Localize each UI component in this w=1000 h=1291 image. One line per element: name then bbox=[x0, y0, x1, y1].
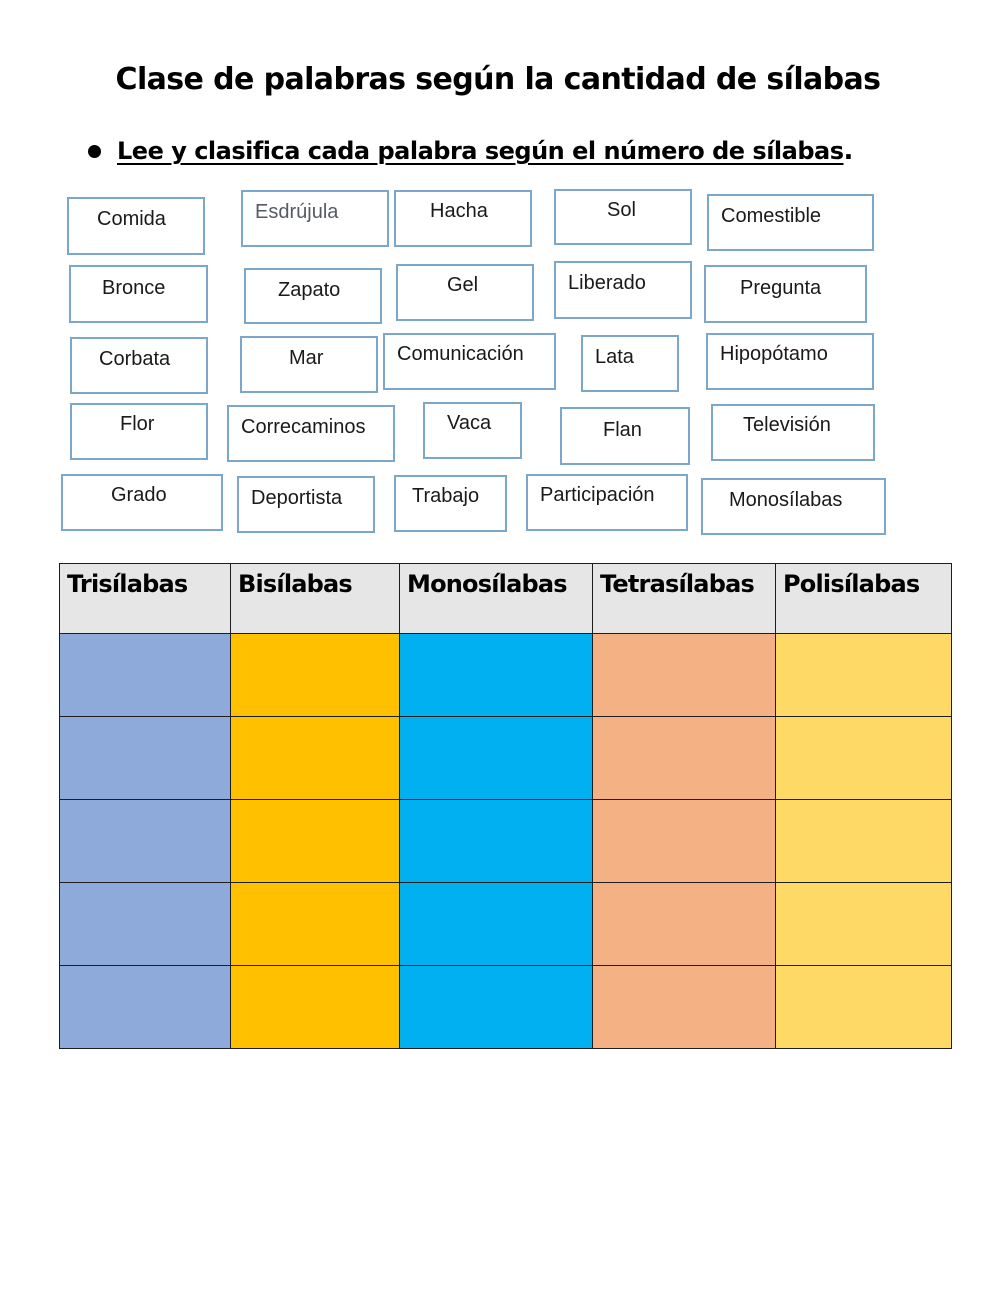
drop-cell-tetrasilabas[interactable] bbox=[592, 633, 776, 717]
word-label: Bronce bbox=[102, 277, 166, 299]
word-label: Esdrújula bbox=[255, 201, 339, 223]
word-card-comida[interactable]: Comida bbox=[67, 197, 205, 255]
word-label: Televisión bbox=[743, 414, 831, 436]
instruction: Lee y clasifica cada palabra según el nú… bbox=[88, 136, 853, 166]
drop-cell-trisilabas[interactable] bbox=[59, 882, 231, 966]
drop-cell-monosilabas[interactable] bbox=[399, 965, 593, 1049]
drop-cell-trisilabas[interactable] bbox=[59, 965, 231, 1049]
drop-cell-bisilabas[interactable] bbox=[230, 799, 400, 883]
header-tetrasilabas: Tetrasílabas bbox=[592, 563, 776, 634]
word-label: Flan bbox=[603, 419, 642, 441]
word-label: Participación bbox=[540, 484, 655, 506]
table-header-row: Trisílabas Bisílabas Monosílabas Tetrasí… bbox=[59, 563, 952, 634]
word-label: Liberado bbox=[568, 272, 646, 294]
instruction-period: . bbox=[843, 136, 854, 166]
word-label: Monosílabas bbox=[729, 489, 843, 511]
drop-cell-trisilabas[interactable] bbox=[59, 799, 231, 883]
word-label: Grado bbox=[111, 484, 167, 506]
word-label: Lata bbox=[595, 346, 634, 368]
drop-cell-monosilabas[interactable] bbox=[399, 799, 593, 883]
header-trisilabas: Trisílabas bbox=[59, 563, 231, 634]
drop-cell-bisilabas[interactable] bbox=[230, 716, 400, 800]
header-bisilabas: Bisílabas bbox=[230, 563, 400, 634]
word-label: Flor bbox=[120, 413, 155, 435]
word-card-correcaminos[interactable]: Correcaminos bbox=[227, 405, 395, 462]
drop-cell-monosilabas[interactable] bbox=[399, 633, 593, 717]
drop-cell-polisilabas[interactable] bbox=[775, 716, 952, 800]
word-label: Mar bbox=[289, 347, 324, 369]
word-card-flor[interactable]: Flor bbox=[70, 403, 208, 460]
word-card-sol[interactable]: Sol bbox=[554, 189, 692, 245]
drop-cell-monosilabas[interactable] bbox=[399, 882, 593, 966]
word-label: Hacha bbox=[430, 200, 488, 222]
table-row bbox=[59, 965, 952, 1049]
drop-cell-bisilabas[interactable] bbox=[230, 882, 400, 966]
drop-cell-trisilabas[interactable] bbox=[59, 716, 231, 800]
word-card-hipopotamo[interactable]: Hipopótamo bbox=[706, 333, 874, 390]
word-card-hacha[interactable]: Hacha bbox=[394, 190, 532, 247]
word-card-trabajo[interactable]: Trabajo bbox=[394, 475, 507, 532]
table-row bbox=[59, 799, 952, 883]
drop-cell-trisilabas[interactable] bbox=[59, 633, 231, 717]
word-label: Correcaminos bbox=[241, 416, 366, 438]
table-row bbox=[59, 882, 952, 966]
header-monosilabas: Monosílabas bbox=[399, 563, 593, 634]
word-label: Deportista bbox=[251, 487, 343, 509]
drop-cell-polisilabas[interactable] bbox=[775, 799, 952, 883]
word-card-mar[interactable]: Mar bbox=[240, 336, 378, 393]
table-row bbox=[59, 716, 952, 800]
drop-cell-polisilabas[interactable] bbox=[775, 882, 952, 966]
word-card-vaca[interactable]: Vaca bbox=[423, 402, 522, 459]
page-title: Clase de palabras según la cantidad de s… bbox=[115, 62, 881, 97]
word-card-esdrujula[interactable]: Esdrújula bbox=[241, 190, 389, 247]
drop-cell-bisilabas[interactable] bbox=[230, 633, 400, 717]
word-label: Corbata bbox=[99, 348, 171, 370]
word-card-comestible[interactable]: Comestible bbox=[707, 194, 874, 251]
word-card-flan[interactable]: Flan bbox=[560, 407, 690, 465]
instruction-text: Lee y clasifica cada palabra según el nú… bbox=[117, 137, 844, 165]
header-polisilabas: Polisílabas bbox=[775, 563, 952, 634]
word-label: Hipopótamo bbox=[720, 343, 828, 365]
word-label: Comestible bbox=[721, 205, 822, 227]
word-card-television[interactable]: Televisión bbox=[711, 404, 875, 461]
word-card-grado[interactable]: Grado bbox=[61, 474, 223, 531]
word-card-comunicacion[interactable]: Comunicación bbox=[383, 333, 556, 390]
word-label: Vaca bbox=[447, 412, 492, 434]
word-card-zapato[interactable]: Zapato bbox=[244, 268, 382, 324]
drop-cell-tetrasilabas[interactable] bbox=[592, 716, 776, 800]
word-card-gel[interactable]: Gel bbox=[396, 264, 534, 321]
drop-cell-polisilabas[interactable] bbox=[775, 633, 952, 717]
word-card-lata[interactable]: Lata bbox=[581, 335, 679, 392]
word-label: Comunicación bbox=[397, 343, 524, 365]
word-label: Comida bbox=[97, 208, 166, 230]
table-row bbox=[59, 633, 952, 717]
drop-cell-polisilabas[interactable] bbox=[775, 965, 952, 1049]
word-card-deportista[interactable]: Deportista bbox=[237, 476, 375, 533]
word-label: Sol bbox=[607, 199, 636, 221]
drop-cell-monosilabas[interactable] bbox=[399, 716, 593, 800]
drop-cell-tetrasilabas[interactable] bbox=[592, 882, 776, 966]
word-card-monosilabas[interactable]: Monosílabas bbox=[701, 478, 886, 535]
word-card-participacion[interactable]: Participación bbox=[526, 474, 688, 531]
word-label: Zapato bbox=[278, 279, 341, 301]
bullet-icon bbox=[88, 144, 101, 158]
drop-cell-bisilabas[interactable] bbox=[230, 965, 400, 1049]
word-card-liberado[interactable]: Liberado bbox=[554, 261, 692, 319]
word-card-bronce[interactable]: Bronce bbox=[69, 265, 208, 323]
classification-table: Trisílabas Bisílabas Monosílabas Tetrasí… bbox=[59, 563, 952, 1049]
word-card-corbata[interactable]: Corbata bbox=[70, 337, 208, 394]
word-card-pregunta[interactable]: Pregunta bbox=[704, 265, 867, 323]
drop-cell-tetrasilabas[interactable] bbox=[592, 965, 776, 1049]
word-label: Gel bbox=[447, 274, 479, 296]
word-label: Pregunta bbox=[740, 277, 822, 299]
drop-cell-tetrasilabas[interactable] bbox=[592, 799, 776, 883]
word-label: Trabajo bbox=[412, 485, 480, 507]
